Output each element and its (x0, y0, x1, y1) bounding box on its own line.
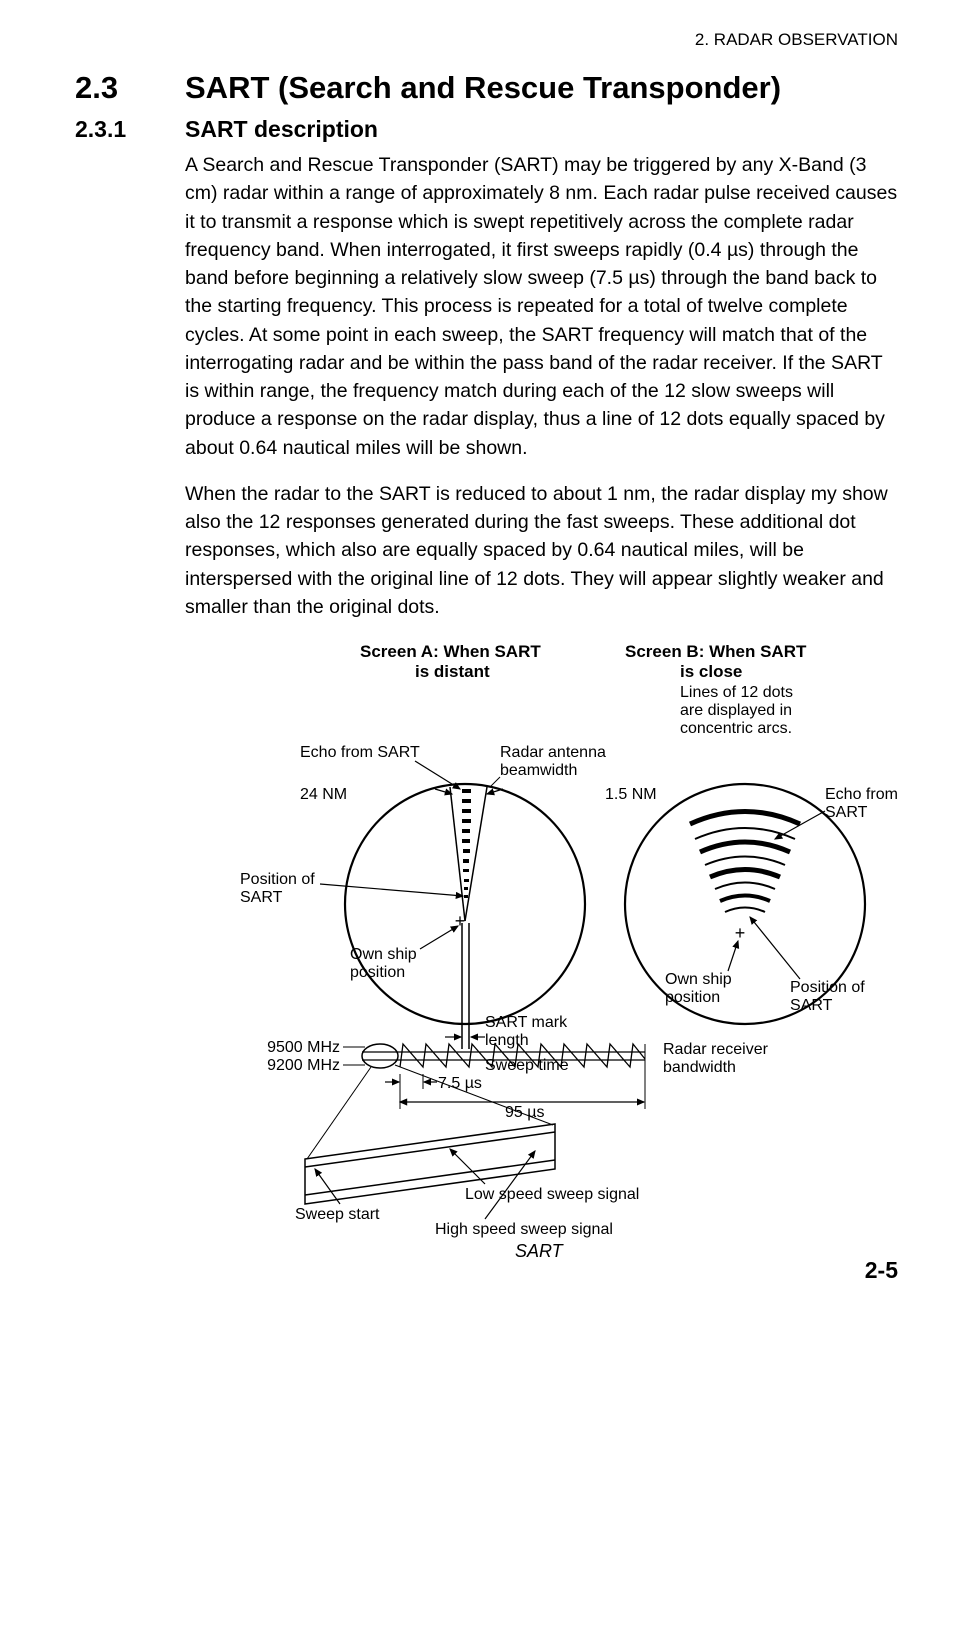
ownship-label-b-1: Own ship (665, 971, 732, 988)
low-speed-arrow (450, 1149, 485, 1184)
section-number: 2.3 (75, 70, 185, 106)
beamwidth-label-1: Radar antenna (500, 744, 606, 761)
figure-caption: SART (515, 1241, 565, 1259)
zoom-connector-l (307, 1067, 371, 1159)
chapter-header: 2. RADAR OBSERVATION (75, 30, 898, 50)
paragraph-2: When the radar to the SART is reduced to… (185, 480, 898, 621)
beam-line-right (465, 787, 487, 921)
position-arrow-a (320, 884, 463, 896)
position-label-a-1: Position of (240, 871, 315, 888)
beam-arrow-left (435, 789, 452, 794)
high-speed-arrow (485, 1151, 535, 1219)
sart-mark-label-1: SART mark (485, 1014, 568, 1031)
zoom-connector-r (395, 1065, 553, 1125)
subsection-title: SART description (185, 116, 378, 143)
sweep-start-arrow (315, 1169, 340, 1204)
freq-low-label: 9200 MHz (267, 1057, 340, 1074)
sweep-start-label: Sweep start (295, 1206, 380, 1223)
section-title: SART (Search and Rescue Transponder) (185, 70, 781, 106)
bandwidth-ellipse (362, 1044, 398, 1068)
sweep-time-label: Sweep time (485, 1057, 569, 1074)
section-heading: 2.3 SART (Search and Rescue Transponder) (75, 70, 898, 106)
position-arrow-b (750, 917, 800, 979)
echo-arrow-a (415, 761, 460, 789)
beam-line-left (450, 787, 465, 921)
screen-b-subtitle-1: Lines of 12 dots (680, 684, 793, 701)
echo-label-a: Echo from SART (300, 744, 420, 761)
ownship-label-a-1: Own ship (350, 946, 417, 963)
position-label-a-2: SART (240, 889, 283, 906)
subsection-number: 2.3.1 (75, 116, 185, 143)
screen-b-subtitle-3: concentric arcs. (680, 720, 792, 737)
bandwidth-label-1: Radar receiver (663, 1041, 769, 1058)
sart-arcs-b (690, 812, 800, 913)
screen-b-title-1: Screen B: When SART (625, 642, 807, 661)
screen-a-title-1: Screen A: When SART (360, 642, 541, 661)
beam-label-leader (490, 777, 500, 787)
screen-b-subtitle-2: are displayed in (680, 702, 792, 719)
subsection-heading: 2.3.1 SART description (75, 116, 898, 143)
bandwidth-label-2: bandwidth (663, 1059, 736, 1076)
echo-label-b-1: Echo from (825, 786, 898, 803)
ownship-arrow-a (420, 926, 458, 949)
screen-b-title-2: is close (680, 662, 742, 681)
paragraph-1: A Search and Rescue Transponder (SART) m… (185, 151, 898, 462)
page-number: 2-5 (865, 1257, 898, 1284)
beamwidth-label-2: beamwidth (500, 762, 577, 779)
sart-figure: Screen A: When SART is distant Screen B:… (185, 639, 898, 1264)
ownship-arrow-b (728, 941, 738, 971)
echo-label-b-2: SART (825, 804, 868, 821)
high-speed-label: High speed sweep signal (435, 1221, 613, 1238)
ownship-cross-b: + (735, 923, 746, 943)
low-speed-label: Low speed sweep signal (465, 1186, 639, 1203)
position-label-b-1: Position of (790, 979, 865, 996)
range-label-b: 1.5 NM (605, 786, 657, 803)
beam-arrow-right (487, 789, 503, 794)
position-label-b-2: SART (790, 997, 833, 1014)
total-time-label: 95 µs (505, 1104, 544, 1121)
sart-dots-a (462, 789, 471, 898)
freq-high-label: 9500 MHz (267, 1039, 340, 1056)
screen-a-title-2: is distant (415, 662, 490, 681)
sart-mark-label-2: length (485, 1032, 529, 1049)
ownship-label-a-2: position (350, 964, 405, 981)
range-label-a: 24 NM (300, 786, 347, 803)
ownship-label-b-2: position (665, 989, 720, 1006)
